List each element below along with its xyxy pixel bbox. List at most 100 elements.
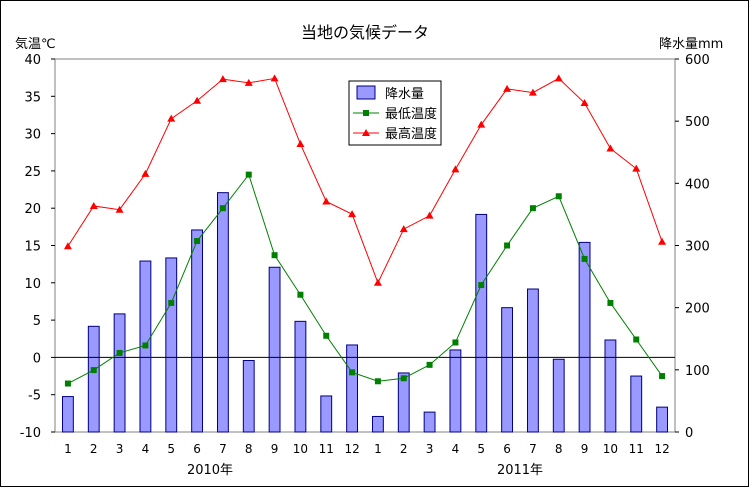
max-temp-point <box>554 74 563 82</box>
y-left-tick-label: -5 <box>28 389 41 404</box>
y-left-axis-label: 気温℃ <box>15 36 56 52</box>
min-temp-point <box>426 361 433 368</box>
x-tick-label: 2 <box>400 442 408 456</box>
precip-bar <box>526 288 539 433</box>
min-temp-point <box>607 299 614 306</box>
precip-bar <box>320 395 333 433</box>
legend-label: 降水量 <box>385 87 424 102</box>
max-temp-point <box>477 120 486 128</box>
x-tick-label: 9 <box>581 442 589 456</box>
max-temp-point <box>425 211 434 219</box>
x-tick-label: 12 <box>344 442 359 456</box>
y-left-tick-label: 40 <box>24 53 41 68</box>
x-tick-label: 6 <box>193 442 201 456</box>
min-temp-point <box>194 238 201 245</box>
max-temp-point <box>658 237 667 245</box>
max-temp-point <box>373 278 382 286</box>
precip-bar <box>346 344 359 433</box>
x-tick-label: 1 <box>374 442 382 456</box>
x-tick-label: 5 <box>477 442 485 456</box>
min-temp-point <box>64 380 71 387</box>
y-left-tick-label: 20 <box>24 202 41 217</box>
min-temp-point <box>452 339 459 346</box>
max-temp-point <box>270 74 279 82</box>
x-tick-label: 3 <box>426 442 434 456</box>
y-right-tick-label: 300 <box>685 240 710 255</box>
precip-bar <box>165 257 178 433</box>
precip-bar <box>242 360 255 433</box>
x-tick-label: 5 <box>167 442 175 456</box>
y-right-tick-label: 0 <box>685 426 693 441</box>
x-tick-label: 4 <box>142 442 150 456</box>
precip-bar <box>475 213 488 433</box>
precip-bar <box>191 229 204 433</box>
min-temp-point <box>349 369 356 376</box>
min-temp-point <box>323 332 330 339</box>
x-tick-label: 8 <box>555 442 563 456</box>
x-tick-label: 12 <box>654 442 669 456</box>
y-left-tick-label: 5 <box>33 314 41 329</box>
y-right-tick-label: 400 <box>685 177 710 192</box>
year-label: 2011年 <box>497 463 543 478</box>
max-temp-point <box>115 205 124 213</box>
precip-bar <box>501 307 514 433</box>
max-temp-point <box>141 169 150 177</box>
x-tick-label: 10 <box>603 442 618 456</box>
precip-bar <box>449 349 462 433</box>
x-tick-label: 10 <box>293 442 308 456</box>
max-temp-point <box>244 78 253 86</box>
y-right-tick-label: 200 <box>685 302 710 317</box>
min-temp-point <box>478 282 485 289</box>
legend-label: 最低温度 <box>385 106 437 122</box>
x-tick-label: 11 <box>319 442 334 456</box>
x-tick-label: 9 <box>271 442 279 456</box>
x-tick-label: 3 <box>116 442 124 456</box>
max-temp-point <box>606 144 615 152</box>
max-temp-line <box>67 77 663 285</box>
x-tick-label: 8 <box>245 442 253 456</box>
max-temp-point <box>503 84 512 92</box>
max-temp-point <box>167 114 176 122</box>
max-temp-point <box>632 164 641 172</box>
y-left-tick-label: 30 <box>24 128 41 143</box>
max-temp-point <box>89 201 98 209</box>
min-temp-point <box>219 205 226 212</box>
y-left-tick-label: 35 <box>24 90 41 105</box>
min-temp-point <box>142 342 149 349</box>
min-temp-line <box>67 173 663 384</box>
min-temp-point <box>374 378 381 385</box>
max-temp-point <box>348 210 357 218</box>
x-tick-label: 11 <box>629 442 644 456</box>
x-tick-label: 1 <box>64 442 72 456</box>
min-temp-point <box>555 193 562 200</box>
min-temp-point <box>633 336 640 343</box>
precip-bar <box>87 325 100 433</box>
y-right-tick-label: 500 <box>685 115 710 130</box>
precip-bar <box>578 241 591 433</box>
year-label: 2010年 <box>187 463 233 478</box>
y-left-tick-label: -10 <box>20 426 41 441</box>
precip-bar <box>113 313 126 433</box>
min-temp-point <box>529 205 536 212</box>
x-tick-label: 7 <box>219 442 227 456</box>
min-temp-point <box>297 291 304 298</box>
x-tick-label: 7 <box>529 442 537 456</box>
x-tick-label: 6 <box>503 442 511 456</box>
precip-bar <box>371 415 384 433</box>
min-temp-point <box>271 252 278 259</box>
precip-bar <box>294 320 307 433</box>
max-temp-point <box>296 140 305 148</box>
y-left-tick-label: 10 <box>24 277 41 292</box>
x-tick-label: 4 <box>452 442 460 456</box>
min-temp-point <box>90 367 97 374</box>
precip-bar <box>604 339 617 433</box>
max-temp-point <box>63 242 72 250</box>
precip-bar <box>423 411 436 433</box>
max-temp-point <box>451 165 460 173</box>
max-temp-point <box>528 88 537 96</box>
precip-bar <box>552 358 565 433</box>
min-temp-point <box>659 373 666 380</box>
